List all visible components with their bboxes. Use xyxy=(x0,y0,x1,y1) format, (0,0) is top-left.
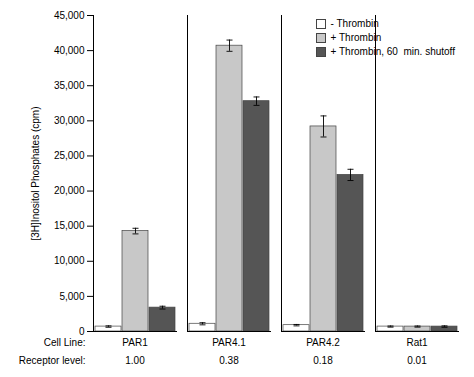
html-text:+ Thrombin, 60 min. shutoff: + Thrombin, 60 min. shutoff xyxy=(330,46,455,57)
svg-text:[3H]Inositol Phosphates (cpm): [3H]Inositol Phosphates (cpm) xyxy=(30,107,41,241)
svg-text:35,000: 35,000 xyxy=(54,80,85,91)
svg-text:PAR4.2: PAR4.2 xyxy=(306,337,340,348)
svg-text:5,000: 5,000 xyxy=(59,291,84,302)
svg-text:45,000: 45,000 xyxy=(54,10,85,21)
html-text:- Thrombin: - Thrombin xyxy=(330,18,379,29)
svg-text:1.00: 1.00 xyxy=(125,355,145,366)
svg-text:0.01: 0.01 xyxy=(407,355,427,366)
svg-text:25,000: 25,000 xyxy=(54,150,85,161)
svg-text:0.18: 0.18 xyxy=(313,355,333,366)
svg-text:0.38: 0.38 xyxy=(219,355,239,366)
svg-text:Cell Line:: Cell Line: xyxy=(44,337,86,348)
html-text:+ Thrombin: + Thrombin xyxy=(330,32,382,43)
svg-text:20,000: 20,000 xyxy=(54,185,85,196)
svg-text:PAR1: PAR1 xyxy=(122,337,148,348)
svg-text:30,000: 30,000 xyxy=(54,115,85,126)
svg-text:Rat1: Rat1 xyxy=(406,337,428,348)
svg-text:15,000: 15,000 xyxy=(54,220,85,231)
svg-text:0: 0 xyxy=(79,326,85,337)
svg-text:10,000: 10,000 xyxy=(54,255,85,266)
svg-text:40,000: 40,000 xyxy=(54,45,85,56)
svg-text:Receptor level:: Receptor level: xyxy=(19,355,86,366)
svg-text:PAR4.1: PAR4.1 xyxy=(212,337,246,348)
